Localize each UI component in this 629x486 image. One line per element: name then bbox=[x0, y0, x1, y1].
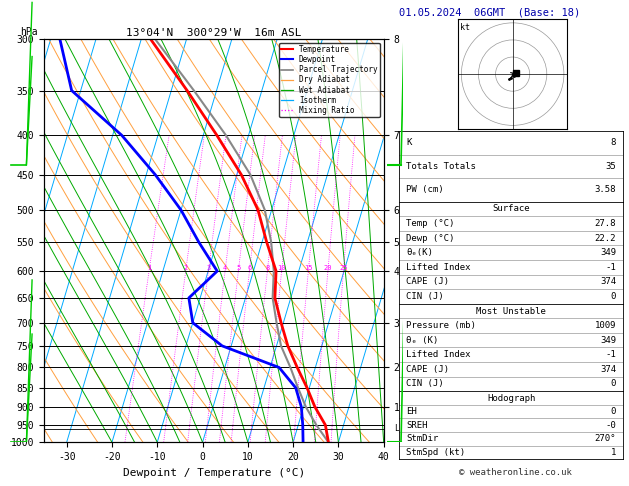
Text: 20: 20 bbox=[324, 265, 332, 271]
Text: 374: 374 bbox=[600, 365, 616, 374]
Text: CIN (J): CIN (J) bbox=[406, 380, 443, 388]
Text: StmSpd (kt): StmSpd (kt) bbox=[406, 448, 465, 457]
Text: 01.05.2024  06GMT  (Base: 18): 01.05.2024 06GMT (Base: 18) bbox=[399, 7, 581, 17]
Text: 27.8: 27.8 bbox=[594, 219, 616, 228]
Text: 0: 0 bbox=[611, 292, 616, 301]
Text: θₑ(K): θₑ(K) bbox=[406, 248, 433, 257]
Text: CIN (J): CIN (J) bbox=[406, 292, 443, 301]
Text: 0: 0 bbox=[611, 407, 616, 416]
Text: 1009: 1009 bbox=[594, 321, 616, 330]
Text: 270°: 270° bbox=[594, 434, 616, 443]
Text: 0: 0 bbox=[611, 380, 616, 388]
Text: 25: 25 bbox=[339, 265, 348, 271]
Text: 8: 8 bbox=[611, 139, 616, 147]
Text: 6: 6 bbox=[247, 265, 252, 271]
X-axis label: Dewpoint / Temperature (°C): Dewpoint / Temperature (°C) bbox=[123, 468, 305, 478]
Text: hPa: hPa bbox=[20, 27, 38, 37]
Text: 35: 35 bbox=[605, 162, 616, 171]
Text: Hodograph: Hodograph bbox=[487, 394, 535, 402]
Text: Totals Totals: Totals Totals bbox=[406, 162, 476, 171]
Text: Pressure (mb): Pressure (mb) bbox=[406, 321, 476, 330]
Text: 8: 8 bbox=[265, 265, 269, 271]
Text: -0: -0 bbox=[605, 421, 616, 430]
Text: CAPE (J): CAPE (J) bbox=[406, 278, 449, 286]
Text: LCL: LCL bbox=[394, 424, 409, 433]
Text: SREH: SREH bbox=[406, 421, 428, 430]
Text: K: K bbox=[406, 139, 411, 147]
Text: 15: 15 bbox=[304, 265, 313, 271]
Legend: Temperature, Dewpoint, Parcel Trajectory, Dry Adiabat, Wet Adiabat, Isotherm, Mi: Temperature, Dewpoint, Parcel Trajectory… bbox=[279, 43, 380, 117]
Text: -1: -1 bbox=[605, 263, 616, 272]
Text: PW (cm): PW (cm) bbox=[406, 186, 443, 194]
Text: 2: 2 bbox=[184, 265, 188, 271]
Text: StmDir: StmDir bbox=[406, 434, 438, 443]
Text: 10: 10 bbox=[277, 265, 286, 271]
Text: © weatheronline.co.uk: © weatheronline.co.uk bbox=[459, 468, 572, 477]
Text: 374: 374 bbox=[600, 278, 616, 286]
Text: CAPE (J): CAPE (J) bbox=[406, 365, 449, 374]
Text: 4: 4 bbox=[223, 265, 227, 271]
Text: 5: 5 bbox=[237, 265, 240, 271]
Title: 13°04'N  300°29'W  16m ASL: 13°04'N 300°29'W 16m ASL bbox=[126, 28, 302, 38]
Text: 1: 1 bbox=[611, 448, 616, 457]
Text: Temp (°C): Temp (°C) bbox=[406, 219, 455, 228]
Text: Lifted Index: Lifted Index bbox=[406, 263, 470, 272]
Text: 3.58: 3.58 bbox=[594, 186, 616, 194]
Text: θₑ (K): θₑ (K) bbox=[406, 336, 438, 345]
Text: 22.2: 22.2 bbox=[594, 234, 616, 243]
Text: Surface: Surface bbox=[493, 205, 530, 213]
Text: 349: 349 bbox=[600, 248, 616, 257]
Text: kt: kt bbox=[460, 23, 470, 32]
Text: -1: -1 bbox=[605, 350, 616, 359]
Text: 349: 349 bbox=[600, 336, 616, 345]
Text: EH: EH bbox=[406, 407, 417, 416]
Text: Most Unstable: Most Unstable bbox=[476, 307, 546, 315]
Text: 1: 1 bbox=[147, 265, 151, 271]
Text: 3: 3 bbox=[206, 265, 211, 271]
Text: Lifted Index: Lifted Index bbox=[406, 350, 470, 359]
Text: Dewp (°C): Dewp (°C) bbox=[406, 234, 455, 243]
